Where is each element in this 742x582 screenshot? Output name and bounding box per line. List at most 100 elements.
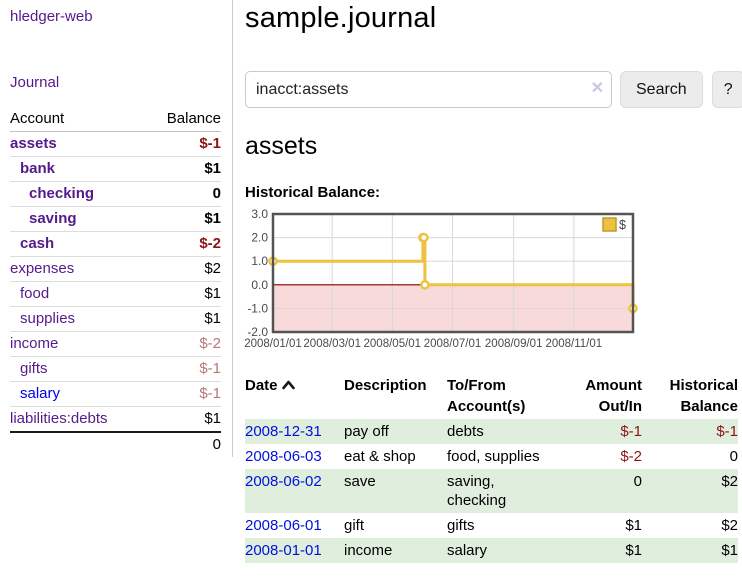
account-row: assets $-1 — [10, 132, 221, 157]
account-balance: $1 — [204, 160, 221, 177]
account-balance: $1 — [204, 410, 221, 427]
transaction-balance: $2 — [721, 516, 738, 534]
transaction-accounts: food, supplies — [447, 447, 540, 465]
date-column-header: Date — [245, 373, 344, 419]
account-balance: $1 — [204, 310, 221, 327]
account-balance: $-1 — [199, 135, 221, 152]
sidebar: hledger-web Journal Account Balance asse… — [0, 0, 233, 457]
main-content: sample.journal ✕ Search ? assets Histori… — [233, 0, 742, 563]
data-point-marker — [419, 232, 429, 243]
account-row: supplies $1 — [10, 307, 221, 332]
search-input[interactable] — [245, 71, 612, 109]
account-row: food $1 — [10, 282, 221, 307]
transaction-date-link[interactable]: 2008-06-03 — [245, 447, 322, 465]
account-row: liabilities:debts $1 — [10, 407, 221, 433]
account-link-liabilities-debts[interactable]: liabilities:debts — [10, 410, 108, 427]
account-link-assets[interactable]: assets — [10, 135, 57, 152]
account-balance: $-2 — [199, 235, 221, 252]
transaction-row: 2008-06-02 save saving, checking 0 $2 — [245, 468, 738, 513]
account-balance: $-2 — [199, 335, 221, 352]
account-row: checking 0 — [10, 182, 221, 207]
transaction-accounts: gifts — [447, 516, 475, 534]
account-link-food[interactable]: food — [20, 285, 50, 302]
legend-label: $ — [619, 218, 626, 232]
transaction-date-link[interactable]: 2008-01-01 — [245, 541, 322, 559]
page: hledger-web Journal Account Balance asse… — [0, 0, 742, 563]
data-point-marker — [420, 279, 430, 290]
x-tick-label: 2008/01/01 — [244, 338, 302, 350]
transaction-amount: 0 — [633, 472, 642, 490]
search-button[interactable]: Search — [620, 71, 703, 109]
account-heading: assets — [245, 132, 318, 161]
account-row: gifts $-1 — [10, 357, 221, 382]
account-row: cash $-2 — [10, 232, 221, 257]
account-link-checking[interactable]: checking — [29, 185, 95, 202]
account-link-supplies[interactable]: supplies — [20, 310, 76, 327]
account-row: saving $1 — [10, 207, 221, 232]
account-row: income $-2 — [10, 332, 221, 357]
date-column-label: Date — [245, 376, 278, 394]
accounts-total-value: 0 — [212, 436, 221, 453]
transaction-description: pay off — [344, 422, 389, 440]
transaction-row: 2008-06-03 eat & shop food, supplies $-2 0 — [245, 444, 738, 469]
transaction-balance: $1 — [721, 541, 738, 559]
account-column-header: Account — [10, 110, 65, 127]
sort-ascending-icon — [281, 375, 295, 396]
register-table: Date Description To/From Account(s) Amou… — [245, 373, 738, 563]
account-balance: $-1 — [199, 360, 221, 377]
transaction-accounts: salary — [447, 541, 488, 559]
transaction-description: income — [344, 541, 393, 559]
transaction-row: 2008-01-01 income salary $1 $1 — [245, 537, 738, 563]
account-link-expenses[interactable]: expenses — [10, 260, 75, 277]
transaction-date-link[interactable]: 2008-12-31 — [245, 422, 322, 440]
y-tick-label: 2.0 — [251, 230, 268, 244]
transaction-accounts: saving, checking — [447, 472, 507, 509]
transaction-amount: $1 — [625, 516, 642, 534]
transaction-row: 2008-06-01 gift gifts $1 $2 — [245, 513, 738, 538]
account-link-salary[interactable]: salary — [20, 385, 61, 402]
account-row: expenses $2 — [10, 257, 221, 282]
transaction-balance: 0 — [729, 447, 738, 465]
search-form: ✕ Search ? — [245, 71, 742, 109]
register-header-row: Date Description To/From Account(s) Amou… — [245, 373, 738, 419]
y-tick-label: 3.0 — [251, 207, 268, 221]
y-tick-label: 0.0 — [251, 278, 268, 292]
accounts-table-header: Account Balance — [10, 107, 221, 132]
account-balance: $-1 — [199, 385, 221, 402]
account-balance: $2 — [204, 260, 221, 277]
search-help-button[interactable]: ? — [711, 71, 742, 109]
accounts-total-row: 0 — [10, 433, 221, 457]
balance-column-header: Balance — [166, 110, 221, 127]
y-tick-label: -2.0 — [247, 325, 268, 339]
transaction-amount: $-1 — [620, 422, 642, 440]
transaction-amount: $1 — [625, 541, 642, 559]
page-title: sample.journal — [245, 2, 437, 34]
x-tick-label: 2008/03/01 — [303, 338, 361, 350]
transaction-balance: $-1 — [716, 422, 738, 440]
transaction-accounts: debts — [447, 422, 484, 440]
accounts-column-header: To/From Account(s) — [447, 376, 526, 415]
x-tick-label: 2008/11/01 — [545, 338, 602, 350]
account-link-saving[interactable]: saving — [29, 210, 77, 227]
transaction-description: save — [344, 472, 376, 490]
clear-search-icon[interactable]: ✕ — [590, 80, 604, 98]
transaction-description: eat & shop — [344, 447, 416, 465]
plot-border — [271, 212, 635, 334]
account-link-gifts[interactable]: gifts — [20, 360, 48, 377]
description-column-header: Description — [344, 376, 427, 394]
transaction-balance: $2 — [721, 472, 738, 490]
transaction-row: 2008-12-31 pay off debts $-1 $-1 — [245, 418, 738, 444]
sidebar-item-journal[interactable]: Journal — [10, 74, 60, 91]
app-title-link[interactable]: hledger-web — [10, 8, 93, 25]
transaction-date-link[interactable]: 2008-06-02 — [245, 472, 322, 490]
account-balance: $1 — [204, 210, 221, 227]
account-link-bank[interactable]: bank — [20, 160, 56, 177]
accounts-table: Account Balance assets $-1 bank $1 checking 0… — [10, 107, 221, 457]
account-balance: $1 — [204, 285, 221, 302]
account-link-income[interactable]: income — [10, 335, 59, 352]
x-tick-label: 2008/05/01 — [364, 338, 422, 350]
transaction-date-link[interactable]: 2008-06-01 — [245, 516, 322, 534]
transaction-amount: $-2 — [620, 447, 642, 465]
legend-swatch — [602, 217, 617, 232]
account-link-cash[interactable]: cash — [20, 235, 55, 252]
